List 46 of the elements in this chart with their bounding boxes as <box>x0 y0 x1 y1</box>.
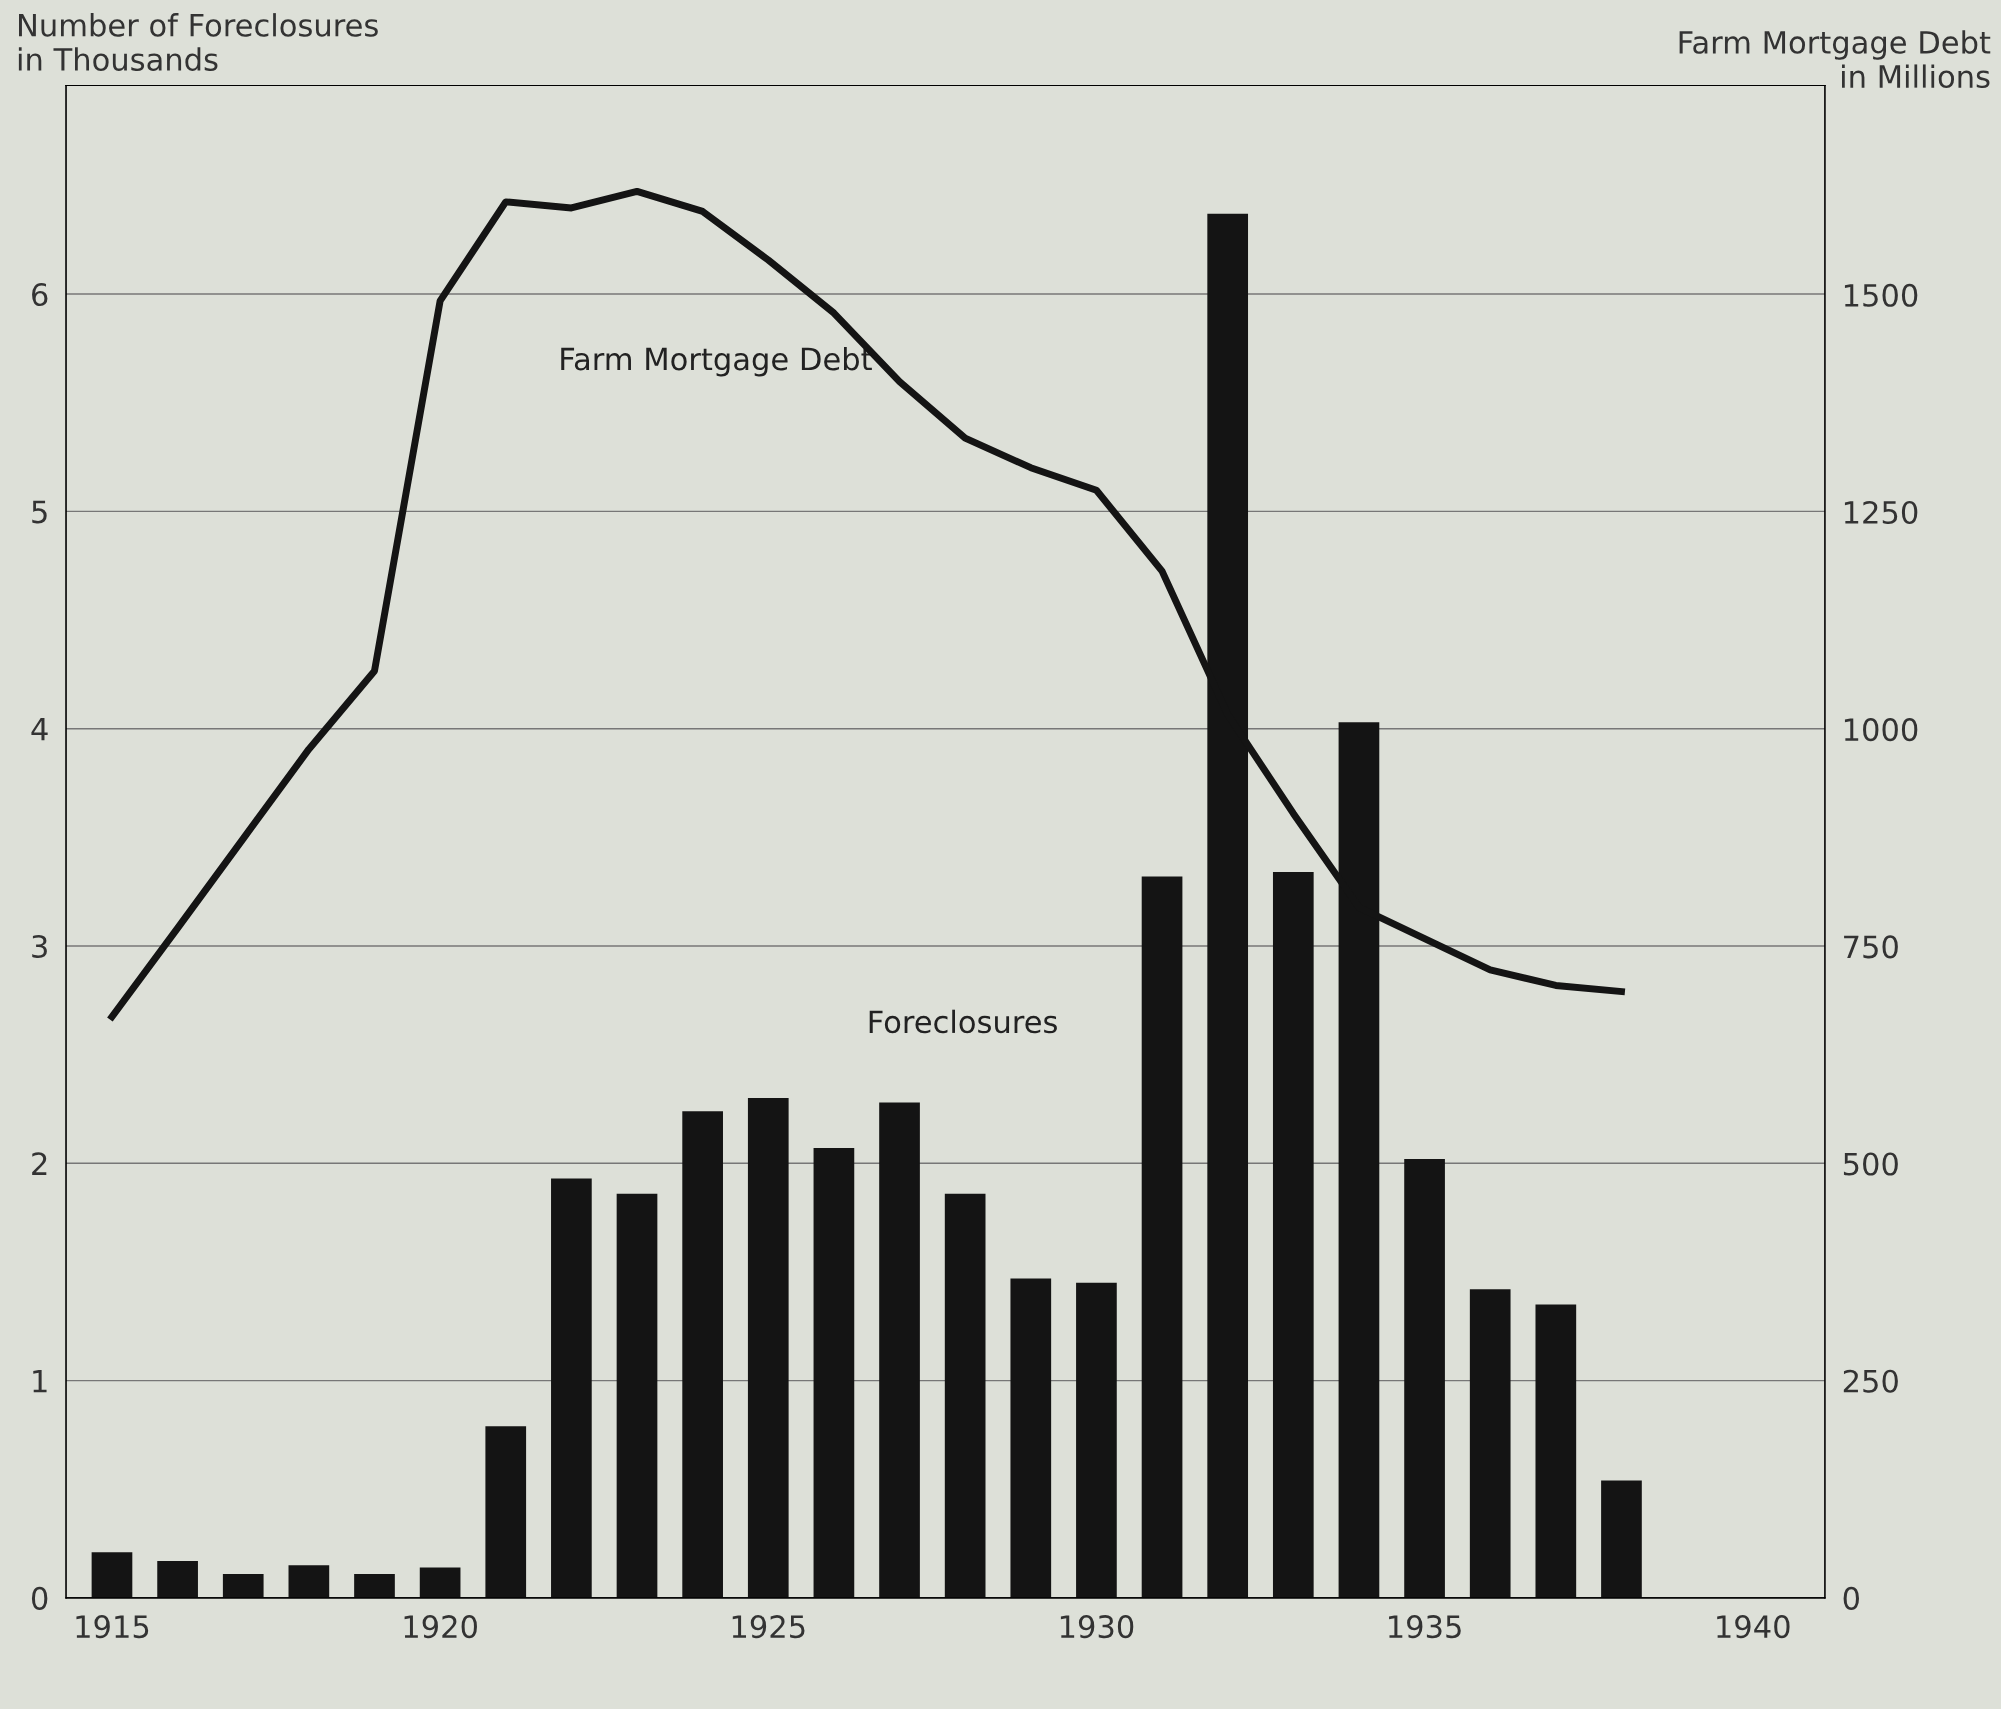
series-label: Farm Mortgage Debt <box>561 346 872 377</box>
bar <box>1469 1289 1511 1598</box>
bar <box>1141 876 1183 1598</box>
bar <box>1404 1158 1445 1598</box>
y2-tick-label: 1500 <box>1844 283 1918 307</box>
x-tick-label: 1915 <box>76 1615 149 1639</box>
y2-axis-title: Farm Mortgage Debt in Millions <box>1679 30 1991 89</box>
text: Foreclosures <box>869 1009 1057 1034</box>
bar <box>419 1567 461 1598</box>
x-tick-label: 1930 <box>1060 1615 1134 1639</box>
bar <box>1272 872 1314 1598</box>
y-tick-label: 5 <box>32 500 47 524</box>
bar <box>91 1552 133 1598</box>
y2-tick-label: 1250 <box>1844 500 1918 525</box>
bar <box>288 1565 330 1598</box>
bar <box>1601 1480 1642 1598</box>
x-tick-label: 1925 <box>732 1615 805 1639</box>
bar <box>354 1574 395 1598</box>
y-tick-label: 2 <box>32 1152 47 1175</box>
bar <box>813 1148 855 1598</box>
y2-tick-label: 0 <box>1843 1586 1859 1610</box>
bar <box>551 1178 592 1598</box>
bar <box>944 1193 986 1598</box>
x-tick-label: 1935 <box>1389 1615 1461 1639</box>
bar <box>879 1102 920 1598</box>
bar <box>1076 1282 1117 1598</box>
y-tick-label: 3 <box>32 934 47 959</box>
bar <box>157 1560 198 1598</box>
y-tick-label: 4 <box>31 718 48 741</box>
bar <box>682 1111 723 1598</box>
y2-tick-label: 750 <box>1844 935 1898 959</box>
bar <box>616 1193 658 1598</box>
y-tick-label: 6 <box>32 283 48 307</box>
y-tick-label: 1 <box>33 1369 47 1393</box>
x-tick-label: 1920 <box>404 1615 477 1639</box>
y-axis-title: Number of Foreclosures in Thousands <box>18 13 378 71</box>
y2-tick-label: 250 <box>1843 1369 1898 1393</box>
y-tick-label: 0 <box>31 1586 48 1610</box>
bar <box>1535 1304 1577 1598</box>
y2-tick-label: 500 <box>1843 1152 1898 1176</box>
bar <box>747 1098 789 1598</box>
bar <box>1010 1278 1052 1598</box>
bar <box>485 1426 527 1598</box>
y2-tick-label: 1000 <box>1844 718 1918 742</box>
x-tick-label: 1940 <box>1717 1615 1790 1639</box>
bar <box>222 1574 264 1598</box>
